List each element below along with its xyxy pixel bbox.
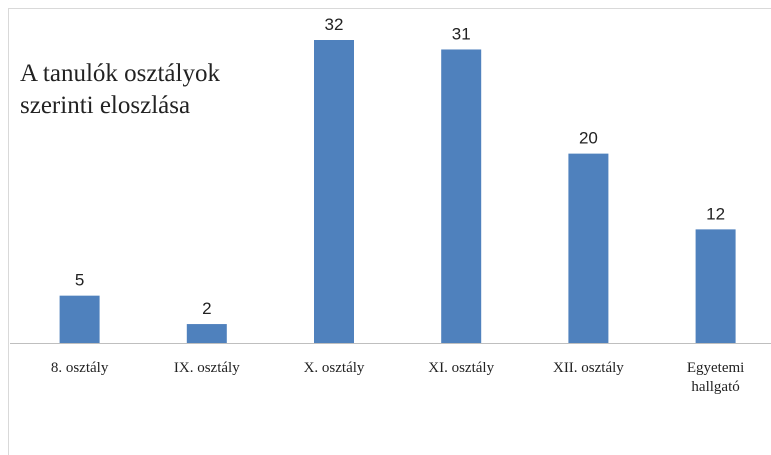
x-tick-label: 8. osztály [50, 360, 109, 376]
bar [314, 40, 354, 343]
chart-title: A tanulók osztályok szerinti eloszlása [20, 60, 220, 119]
bar [186, 324, 227, 343]
data-label: 12 [706, 204, 725, 223]
data-label: 20 [579, 129, 598, 148]
bar [695, 229, 736, 343]
data-label: 2 [202, 299, 211, 318]
data-label: 32 [325, 15, 344, 34]
data-label: 31 [452, 24, 471, 43]
bar [568, 153, 609, 343]
bar [59, 295, 100, 343]
x-tick-label: XII. osztály [552, 360, 624, 376]
data-label: 5 [75, 271, 84, 290]
x-tick-label: XI. osztály [428, 360, 495, 376]
x-tick-label: Egyetemi hallgató [686, 360, 745, 395]
x-tick-label: IX. osztály [173, 360, 240, 376]
bar [441, 49, 482, 343]
x-tick-label: X. osztály [303, 360, 365, 376]
